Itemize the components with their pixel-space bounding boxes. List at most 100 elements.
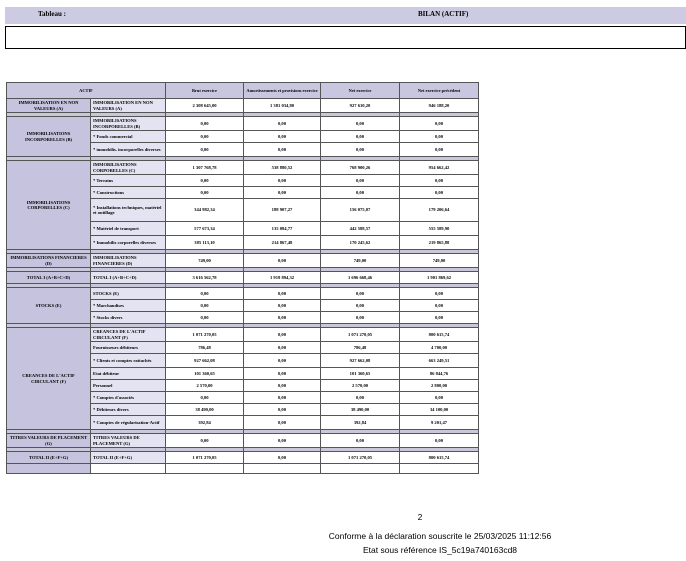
group-label: TOTAL I (A+B+C+D) <box>6 271 91 284</box>
row-label: IMMOBILISATIONS FINANCIERES (D) <box>89 253 167 268</box>
value-cell: 0,00 <box>243 379 322 392</box>
value-cell: 749,00 <box>320 253 401 268</box>
value-cell: 0,00 <box>399 174 480 187</box>
value-cell: 0,00 <box>243 253 322 268</box>
value-cell: 135 084,77 <box>243 221 322 236</box>
table-row: * Immobilis corporelles diverses 385 113,… <box>7 235 480 250</box>
value-cell: 219 865,88 <box>399 235 480 250</box>
row-label: * Matériel de transport <box>89 221 167 236</box>
row-label: IMMOBILISATION EN NON VALEURS (A) <box>89 98 167 113</box>
table-row: IMMOBILISATIONS CORPORELLES (C) IMMOBILIS… <box>6 160 480 250</box>
conformity-text: Conforme à la déclaration souscrite le 2… <box>328 531 552 541</box>
value-cell: 0,00 <box>320 311 401 324</box>
separator-row <box>6 463 480 474</box>
row-label: * Immobilis corporelles diverses <box>89 235 167 250</box>
separator-row <box>6 429 480 434</box>
value-cell: 538 880,52 <box>243 160 322 175</box>
separator-cell <box>243 463 322 474</box>
value-cell: 0,00 <box>243 415 322 430</box>
value-cell: 442 588,57 <box>320 221 401 236</box>
value-cell: 0,00 <box>399 311 480 324</box>
group-label: IMMOBILISATION EN NON VALEURS (A) <box>6 98 91 113</box>
row-label: * immobilis. incorporelles diverses <box>89 142 167 157</box>
table-row: * Installations techniques, matériel et … <box>7 198 480 222</box>
separator-cell <box>89 463 167 474</box>
table-row: Fournisseurs débiteurs 786,48 0,00 786,48 4 … <box>7 341 480 354</box>
value-cell: 101 360,65 <box>165 367 245 380</box>
table-row: IMMOBILISATIONS INCORPORELLES (B) IMMOBIL… <box>6 116 480 157</box>
value-cell: 214 867,48 <box>243 235 322 250</box>
col-header-actif: ACTIF <box>5 82 167 99</box>
table-row: * Comptes de régularisation-Actif 392,84 0… <box>7 415 480 430</box>
row-label: * Marchandises <box>89 299 167 312</box>
col-header-net: Net exercice <box>320 82 401 99</box>
table-row: * Marchandises 0,00 0,00 0,00 0,00 <box>7 299 480 312</box>
value-cell: 1 071 270,05 <box>320 327 401 342</box>
separator-cell <box>6 463 91 474</box>
value-cell: 38 490,00 <box>320 403 401 416</box>
row-label: * Constructions <box>89 186 167 199</box>
table-row: * Comptes d'associés 0,00 0,00 0,00 0,00 <box>7 391 480 404</box>
value-cell: 3 616 562,78 <box>165 271 245 284</box>
separator-row <box>6 267 480 272</box>
value-cell: 0,00 <box>243 311 322 324</box>
table-row: TOTAL II (E+F+G) TOTAL II (E+F+G) 1 071 27… <box>6 451 480 464</box>
value-cell: 1 696 668,46 <box>320 271 401 284</box>
separator-cell <box>399 463 480 474</box>
value-cell: 786,48 <box>165 341 245 354</box>
col-header-net-precedent: Net exercice précédent <box>399 82 480 99</box>
value-cell: 2 308 645,00 <box>165 98 245 113</box>
value-cell: 0,00 <box>399 130 480 143</box>
table-row: TOTAL I (A+B+C+D) TOTAL I (A+B+C+D) 3 616 … <box>6 271 480 284</box>
value-cell: 0,00 <box>165 116 245 131</box>
table-row: * Clients et comptes rattachés 927 662,08… <box>7 353 480 368</box>
value-cell: 0,00 <box>320 433 401 448</box>
col-header-brut: Brut exercice <box>165 82 245 99</box>
row-label: * Fonds commercial <box>89 130 167 143</box>
row-label: Fournisseurs débiteurs <box>89 341 167 354</box>
table-row: TITRES VALEURS DE PLACEMENT (G) TITRES VA… <box>6 433 480 448</box>
value-cell: 0,00 <box>165 299 245 312</box>
value-cell: 344 982,34 <box>165 198 245 222</box>
value-cell: 0,00 <box>165 186 245 199</box>
value-cell: 0,00 <box>320 186 401 199</box>
value-cell: 768 900,26 <box>320 160 401 175</box>
table-row: * Matériel de transport 577 673,34 135 084… <box>7 221 480 236</box>
row-label: TOTAL I (A+B+C+D) <box>89 271 167 284</box>
value-cell: 0,00 <box>243 391 322 404</box>
value-cell: 0,00 <box>243 451 322 464</box>
group-label: IMMOBILISATIONS CORPORELLES (C) <box>6 160 91 250</box>
value-cell: 1 307 768,78 <box>165 160 245 175</box>
table-header-row: ACTIF Brut exercice Amortissements et pr… <box>5 82 480 99</box>
row-label: * Stocks divers <box>89 311 167 324</box>
value-cell: 0,00 <box>243 433 322 448</box>
table-row: * Terrains 0,00 0,00 0,00 0,00 <box>7 174 480 187</box>
value-cell: 927 662,08 <box>320 353 401 368</box>
row-label: CREANCES DE L'ACTIF CIRCULANT (F) <box>89 327 167 342</box>
value-cell: 577 673,34 <box>165 221 245 236</box>
table-row: Personnel 2 570,00 0,00 2 570,00 2 800,00 <box>7 379 480 392</box>
value-cell: 0,00 <box>165 174 245 187</box>
value-cell: 0,00 <box>165 433 245 448</box>
value-cell: 954 662,42 <box>399 160 480 175</box>
value-cell: 156 075,07 <box>320 198 401 222</box>
value-cell: 0,00 <box>243 130 322 143</box>
row-label: * Comptes de régularisation-Actif <box>89 415 167 430</box>
value-cell: 555 589,90 <box>399 221 480 236</box>
value-cell: 0,00 <box>165 130 245 143</box>
value-cell: 9 201,47 <box>399 415 480 430</box>
table-row: STOCKS (E) STOCKS (E) 0,00 0,00 0,00 0,00 <box>6 287 480 324</box>
value-cell: 0,00 <box>399 299 480 312</box>
value-cell: 38 490,00 <box>165 403 245 416</box>
value-cell: 392,84 <box>165 415 245 430</box>
value-cell: 188 907,27 <box>243 198 322 222</box>
value-cell: 179 206,64 <box>399 198 480 222</box>
value-cell: 0,00 <box>320 287 401 300</box>
value-cell: 1 071 270,05 <box>165 451 245 464</box>
row-label: Personnel <box>89 379 167 392</box>
value-cell: 101 360,65 <box>320 367 401 380</box>
table-row: Etat débiteur 101 360,65 0,00 101 360,65 86 … <box>7 367 480 380</box>
value-cell: 0,00 <box>320 142 401 157</box>
separator-cell <box>320 463 401 474</box>
row-label: * Débiteurs divers <box>89 403 167 416</box>
